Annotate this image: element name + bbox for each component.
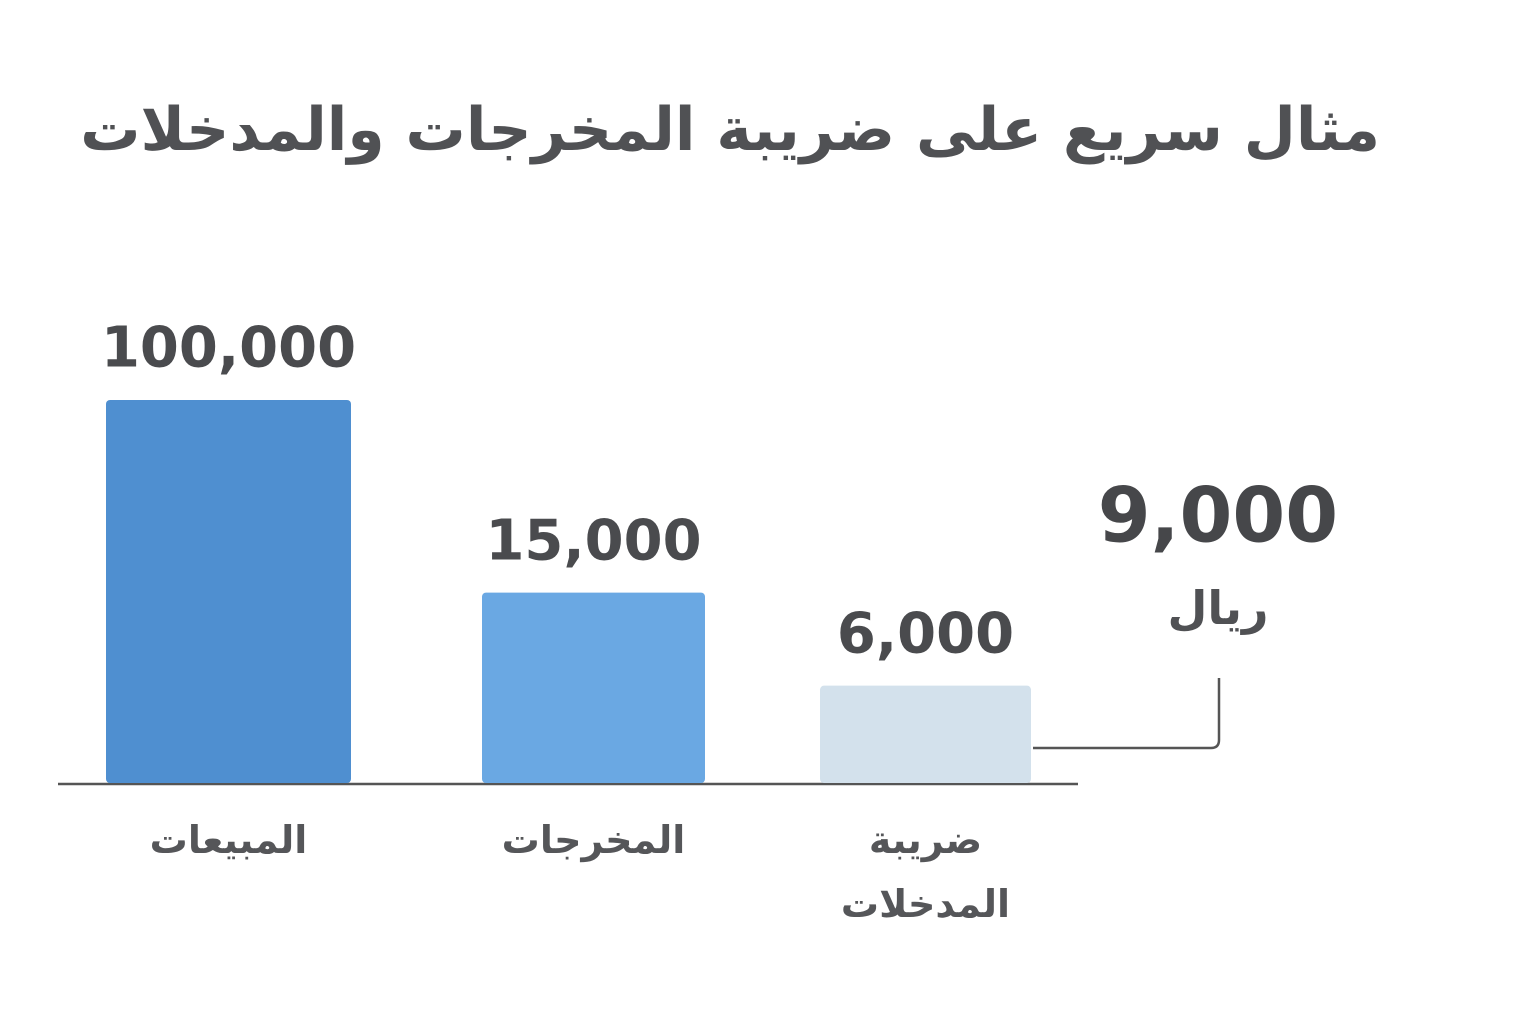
annotation-value: 9,000 bbox=[1097, 470, 1339, 560]
value-label: 15,000 bbox=[485, 508, 702, 574]
x-tick-label: المخرجات bbox=[501, 818, 686, 862]
x-tick-label: ضريبة المدخلات bbox=[840, 818, 1011, 926]
value-label: 6,000 bbox=[836, 601, 1015, 667]
bar bbox=[820, 685, 1031, 783]
annotation-connector bbox=[1033, 678, 1221, 750]
value-label: 100,000 bbox=[100, 315, 357, 381]
annotation-unit: ريال bbox=[1167, 581, 1269, 635]
x-tick-label: المبيعات bbox=[149, 818, 308, 862]
bar bbox=[482, 592, 705, 783]
chart-title: مثال سريع على ضريبة المخرجات والمدخلات bbox=[80, 95, 1380, 165]
bar bbox=[106, 400, 351, 783]
